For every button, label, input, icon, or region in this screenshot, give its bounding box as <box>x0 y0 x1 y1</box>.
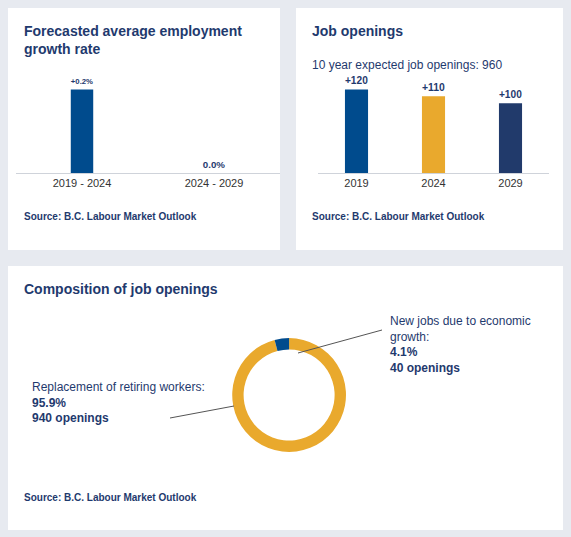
svg-text:+100: +100 <box>499 89 522 100</box>
html-text:10 year expected job openings:: 10 year expected job openings: 960 <box>312 58 503 72</box>
svg-text:New jobs due to economicgrowth: New jobs due to economicgrowth:4.1%40 op… <box>390 314 531 375</box>
html-text:Source: B.C. Labour Market Out: Source: B.C. Labour Market Outlook <box>24 211 197 222</box>
svg-text:2019 - 2024: 2019 - 2024 <box>53 177 112 189</box>
html-text:Composition of job openings: Composition of job openings <box>24 281 218 297</box>
svg-text:2024 - 2029: 2024 - 2029 <box>185 177 244 189</box>
html-text:Source: B.C. Labour Market Out: Source: B.C. Labour Market Outlook <box>312 211 485 222</box>
svg-text:2029: 2029 <box>498 177 522 189</box>
svg-text:+0.2%: +0.2% <box>71 77 93 86</box>
svg-text:Replacement of retiring worker: Replacement of retiring workers:95.9%940… <box>32 380 205 425</box>
html-text:Forecasted average employment: Forecasted average employment growth rat… <box>24 23 242 57</box>
svg-text:0.0%: 0.0% <box>203 159 226 170</box>
html-text:Source: B.C. Labour Market Out: Source: B.C. Labour Market Outlook <box>24 492 197 503</box>
svg-text:+120: +120 <box>345 75 368 86</box>
svg-text:2024: 2024 <box>421 177 445 189</box>
svg-text:+110: +110 <box>422 82 445 93</box>
svg-text:2019: 2019 <box>344 177 368 189</box>
html-text:Job openings: Job openings <box>312 23 403 39</box>
